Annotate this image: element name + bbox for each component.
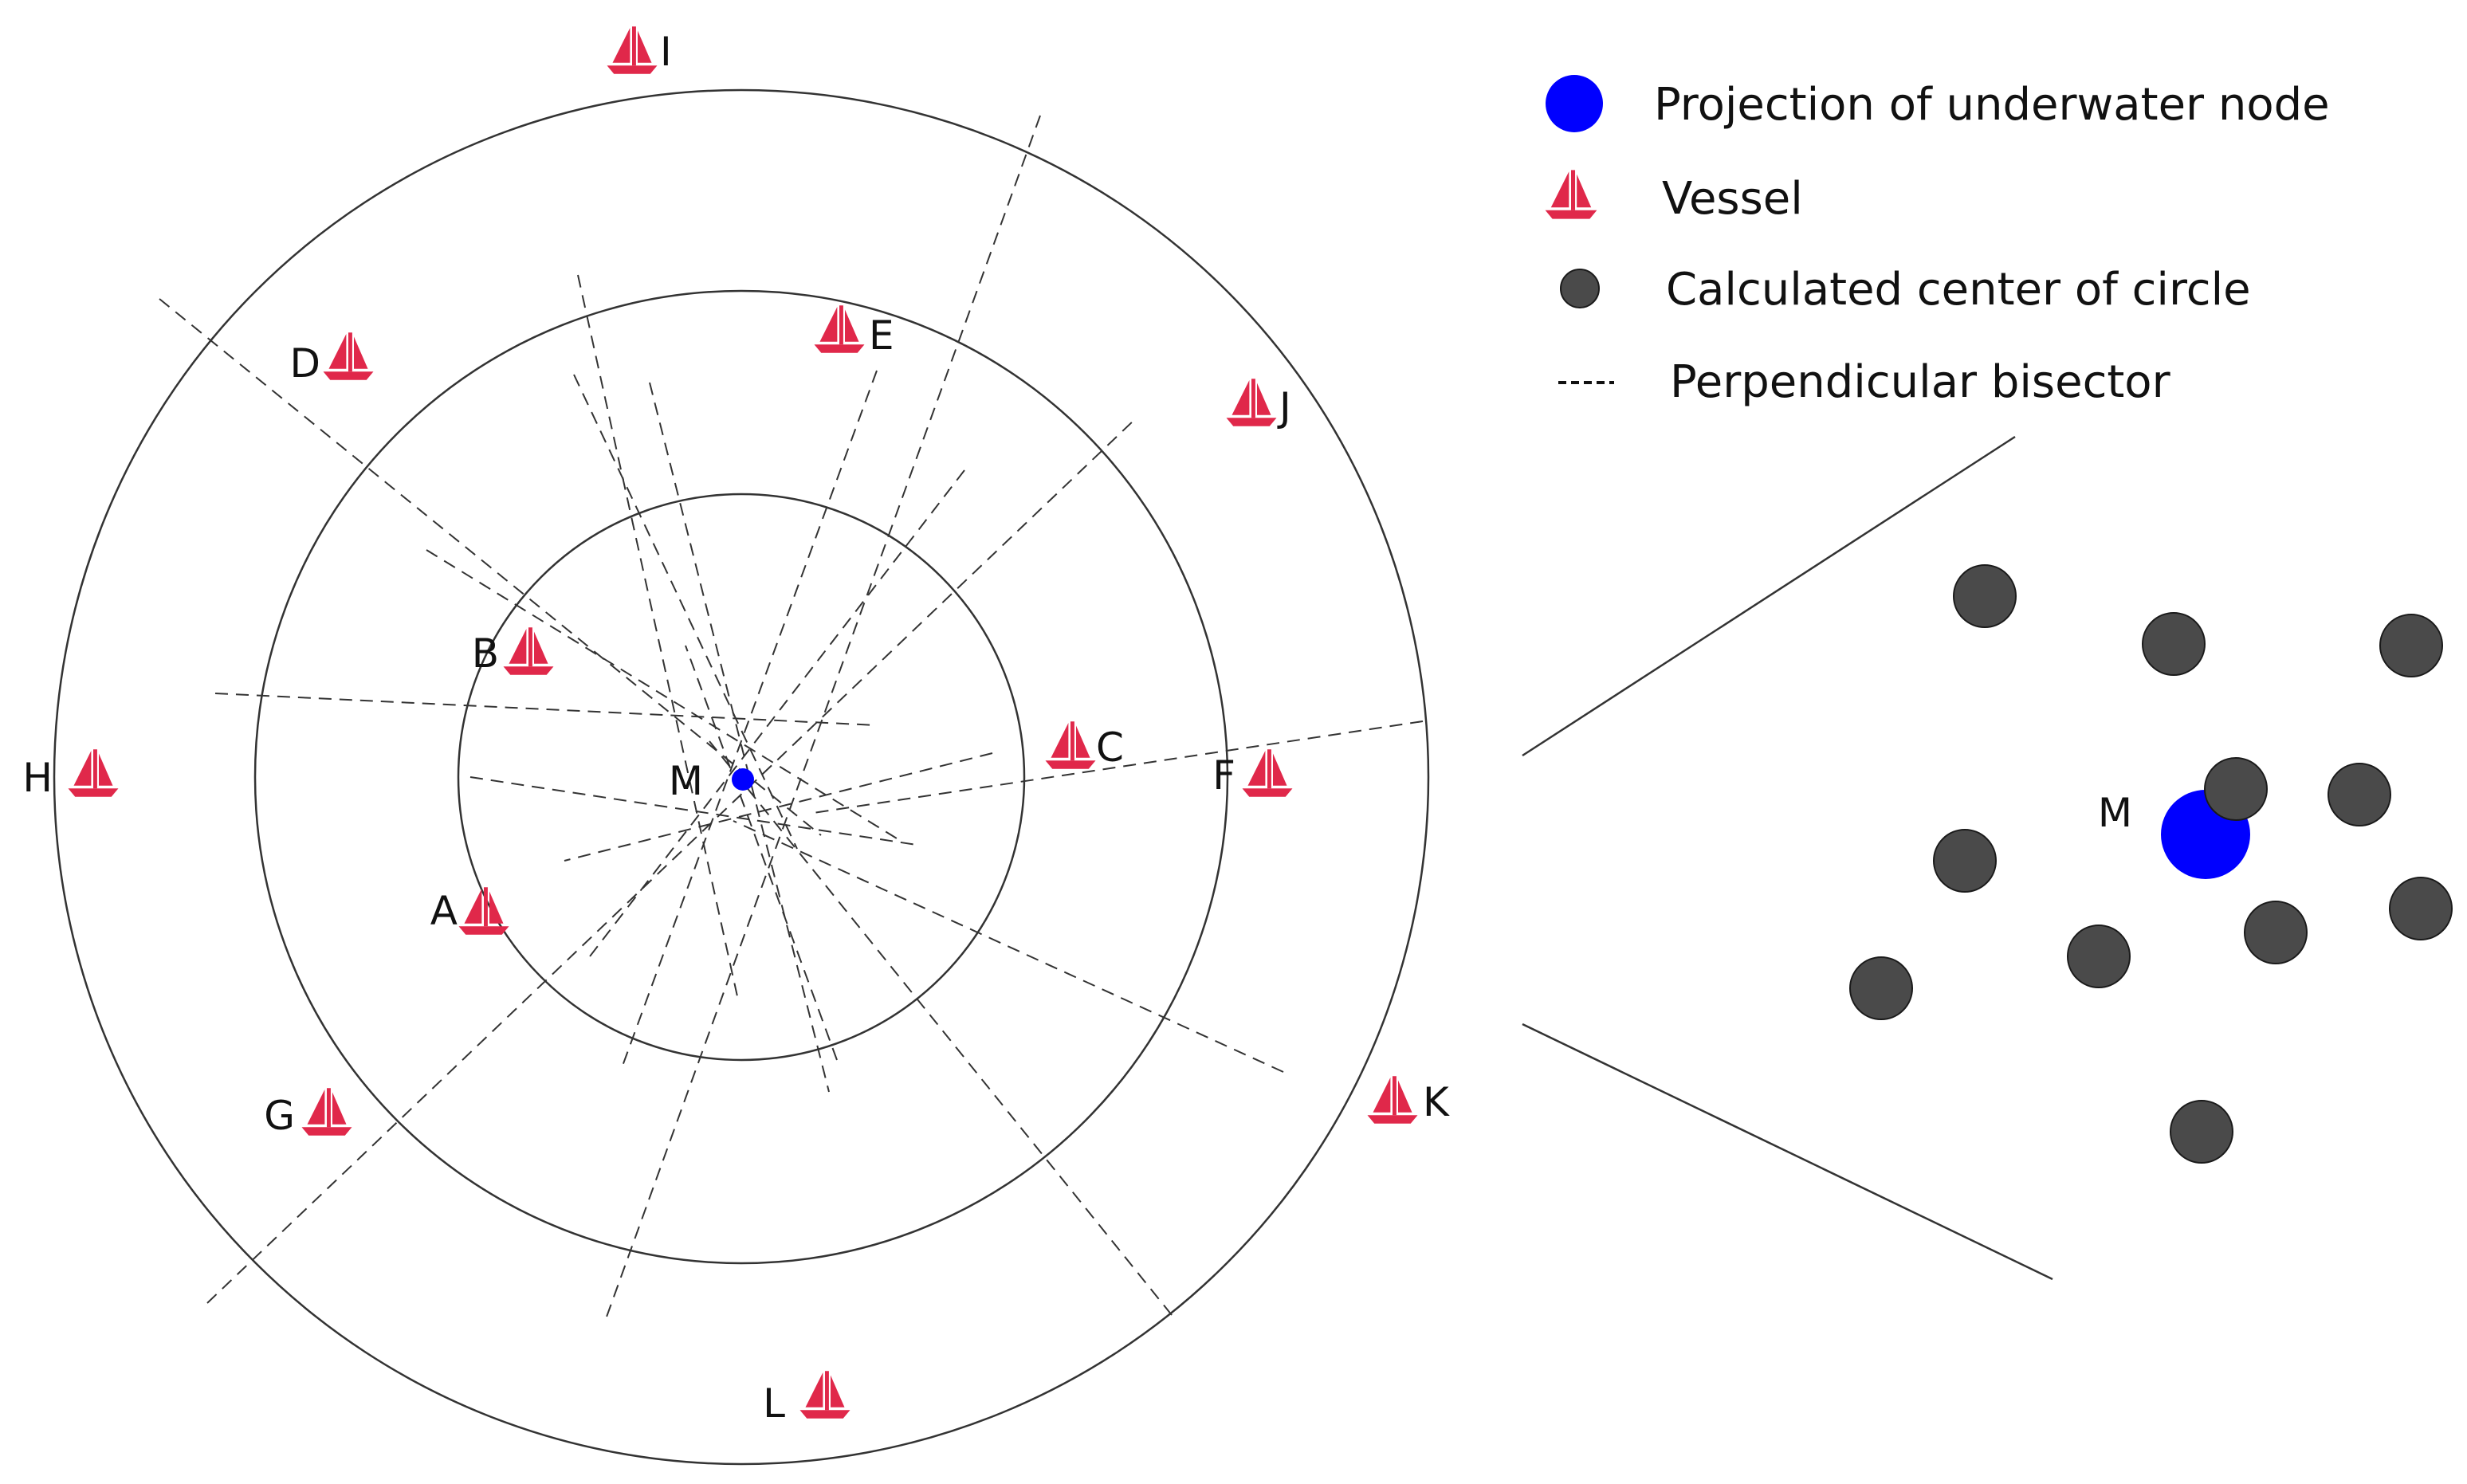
- node-m-label: M: [669, 758, 703, 804]
- vessel-F: F: [1212, 749, 1293, 799]
- vessel-icon: [1545, 170, 1597, 219]
- vessel-icon: [814, 305, 865, 353]
- center-dot: [2389, 877, 2453, 940]
- vessel-label: F: [1212, 752, 1235, 799]
- vessel-icon: [301, 1088, 352, 1136]
- bisector-line: [469, 776, 917, 846]
- legend: Projection of underwater node Vessel Cal…: [1545, 75, 2330, 408]
- legend-bisector-label: Perpendicular bisector: [1670, 356, 2171, 408]
- vessel-A: A: [430, 887, 509, 935]
- center-dot: [1849, 956, 1913, 1020]
- center-dot: [2244, 901, 2308, 964]
- vessel-J: J: [1226, 379, 1291, 430]
- bisector-line: [564, 752, 993, 862]
- zoom-connector: [1522, 435, 2053, 1281]
- legend-center-label: Calculated center of circle: [1666, 264, 2251, 316]
- legend-item-vessel: Vessel: [1545, 170, 1803, 225]
- center-dot: [2142, 612, 2206, 676]
- vessel-icon: [503, 627, 554, 675]
- vessel-icon: [1045, 721, 1096, 769]
- vessel-C: C: [1045, 721, 1124, 771]
- legend-node-label: Projection of underwater node: [1654, 79, 2330, 131]
- vessel-G: G: [264, 1088, 352, 1139]
- vessel-icon: [1367, 1076, 1418, 1124]
- legend-item-node: Projection of underwater node: [1546, 75, 2330, 132]
- vessel-icon: [68, 749, 119, 797]
- vessel-icon: [1226, 379, 1277, 426]
- vessel-label: A: [430, 888, 458, 934]
- bisector-line: [159, 298, 822, 836]
- center-dot: [2328, 763, 2391, 826]
- outer-circle: [53, 88, 1430, 1466]
- node-m: [732, 768, 754, 791]
- bisector-line: [605, 115, 1041, 1320]
- bisector-line: [573, 374, 798, 850]
- calculated-centers: [1849, 564, 2453, 1164]
- bisector-line: [733, 820, 1284, 1073]
- vessel-D: D: [289, 332, 374, 387]
- vessel-label: E: [869, 312, 894, 359]
- center-dot: [2067, 925, 2131, 988]
- zoom-detail: M: [1849, 564, 2453, 1164]
- vessel-label: D: [289, 340, 320, 387]
- bisector-line: [649, 382, 830, 1093]
- zoom-connector-line: [1522, 435, 2016, 757]
- vessel-icon: [1242, 749, 1293, 797]
- bisector-line: [206, 418, 1137, 1304]
- bisector-line: [685, 645, 838, 1061]
- vessel-K: K: [1367, 1076, 1450, 1125]
- vessel-label: K: [1423, 1079, 1450, 1125]
- vessel-label: C: [1096, 724, 1124, 771]
- center-dot: [2170, 1100, 2233, 1164]
- bisector-line: [426, 549, 902, 842]
- vessel-icon: [323, 332, 374, 380]
- vessel-H: H: [22, 749, 119, 801]
- vessel-label: L: [763, 1380, 785, 1427]
- center-dot: [1933, 829, 1997, 893]
- legend-item-bisector: Perpendicular bisector: [1558, 356, 2171, 408]
- middle-circle: [253, 289, 1229, 1265]
- center-dot: [2379, 614, 2443, 677]
- bisector-line: [709, 740, 1173, 1316]
- vessel-label: H: [22, 755, 53, 801]
- range-circles: [53, 88, 1430, 1466]
- vessel-icon: [458, 887, 509, 935]
- inner-circle: [457, 493, 1026, 1062]
- legend-vessel-label: Vessel: [1662, 173, 1803, 225]
- vessel-label: G: [264, 1093, 295, 1139]
- bisector-line: [214, 693, 878, 726]
- vessel-B: B: [472, 627, 554, 677]
- perpendicular-bisectors: [159, 115, 1424, 1320]
- bisector-line: [589, 469, 965, 957]
- vessel-I: I: [607, 26, 672, 75]
- legend-node-swatch: [1546, 75, 1603, 132]
- vessel-label: B: [472, 630, 499, 677]
- vessel-L: L: [763, 1371, 850, 1427]
- bisector-line: [621, 370, 878, 1069]
- node-m-zoomed-label: M: [2098, 790, 2132, 836]
- vessel-label: J: [1277, 384, 1291, 430]
- legend-center-swatch: [1560, 269, 1600, 308]
- vessel-icon: [607, 26, 658, 74]
- legend-item-center: Calculated center of circle: [1560, 264, 2251, 316]
- zoom-connector-line: [1522, 1023, 2053, 1281]
- center-dot: [2204, 757, 2268, 821]
- vessel-icon: [799, 1371, 850, 1419]
- center-dot: [1953, 564, 2017, 628]
- vessel-label: I: [660, 29, 672, 75]
- vessel-E: E: [814, 305, 894, 359]
